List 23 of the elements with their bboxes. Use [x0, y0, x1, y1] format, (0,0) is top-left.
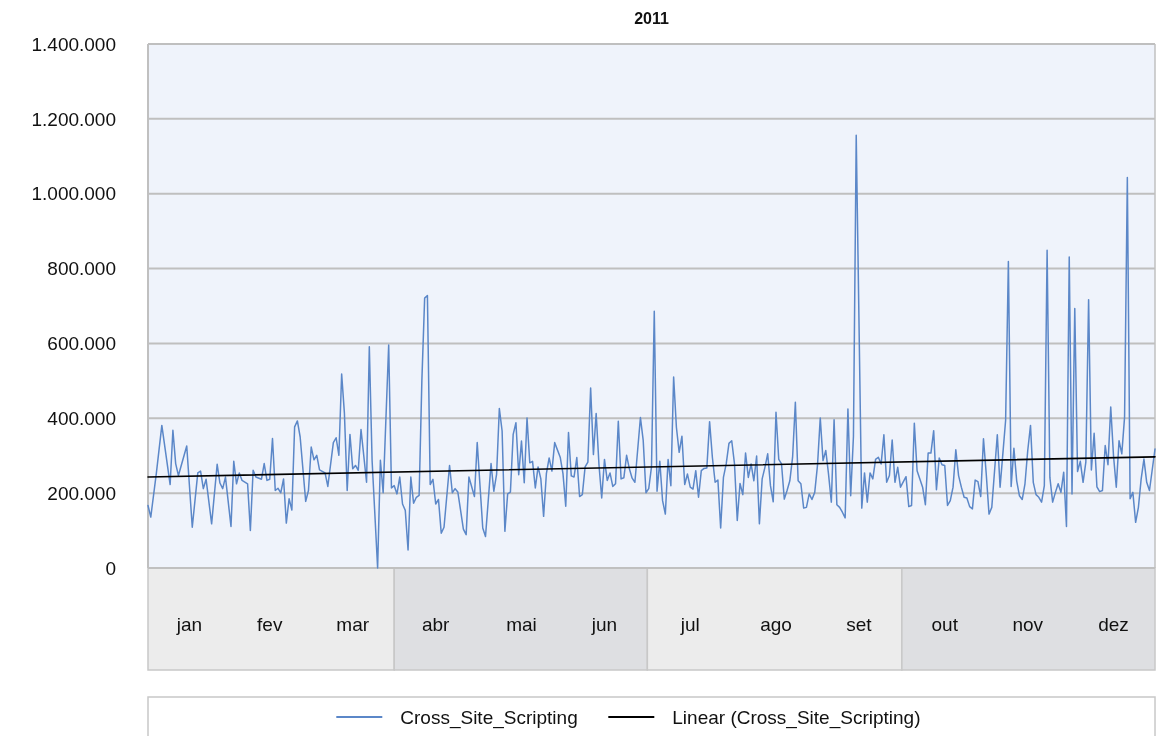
x-tick-label: set — [846, 613, 873, 635]
y-tick-label: 1.200.000 — [31, 108, 116, 130]
x-tick-label: out — [931, 613, 959, 635]
x-tick-label: ago — [760, 613, 792, 635]
y-tick-label: 0 — [105, 557, 116, 579]
x-tick-label: abr — [421, 613, 451, 635]
x-tick-label: jun — [590, 613, 618, 635]
y-tick-label: 1.000.000 — [31, 183, 116, 205]
legend-label: Cross_Site_Scripting — [400, 706, 578, 729]
chart-title: 2011 — [634, 10, 669, 27]
y-tick-label: 1.400.000 — [31, 33, 116, 55]
y-tick-label: 200.000 — [47, 482, 116, 504]
x-tick-label: mai — [506, 613, 537, 635]
x-tick-label: dez — [1098, 613, 1129, 635]
legend-label: Linear (Cross_Site_Scripting) — [672, 706, 921, 729]
x-tick-label: nov — [1012, 613, 1044, 635]
x-tick-label: mar — [336, 613, 370, 635]
x-tick-label: jul — [679, 613, 700, 635]
y-tick-label: 800.000 — [47, 258, 116, 280]
y-tick-label: 600.000 — [47, 333, 116, 355]
x-tick-label: jan — [175, 613, 203, 635]
x-tick-label: fev — [257, 613, 283, 635]
y-tick-label: 400.000 — [47, 407, 116, 429]
